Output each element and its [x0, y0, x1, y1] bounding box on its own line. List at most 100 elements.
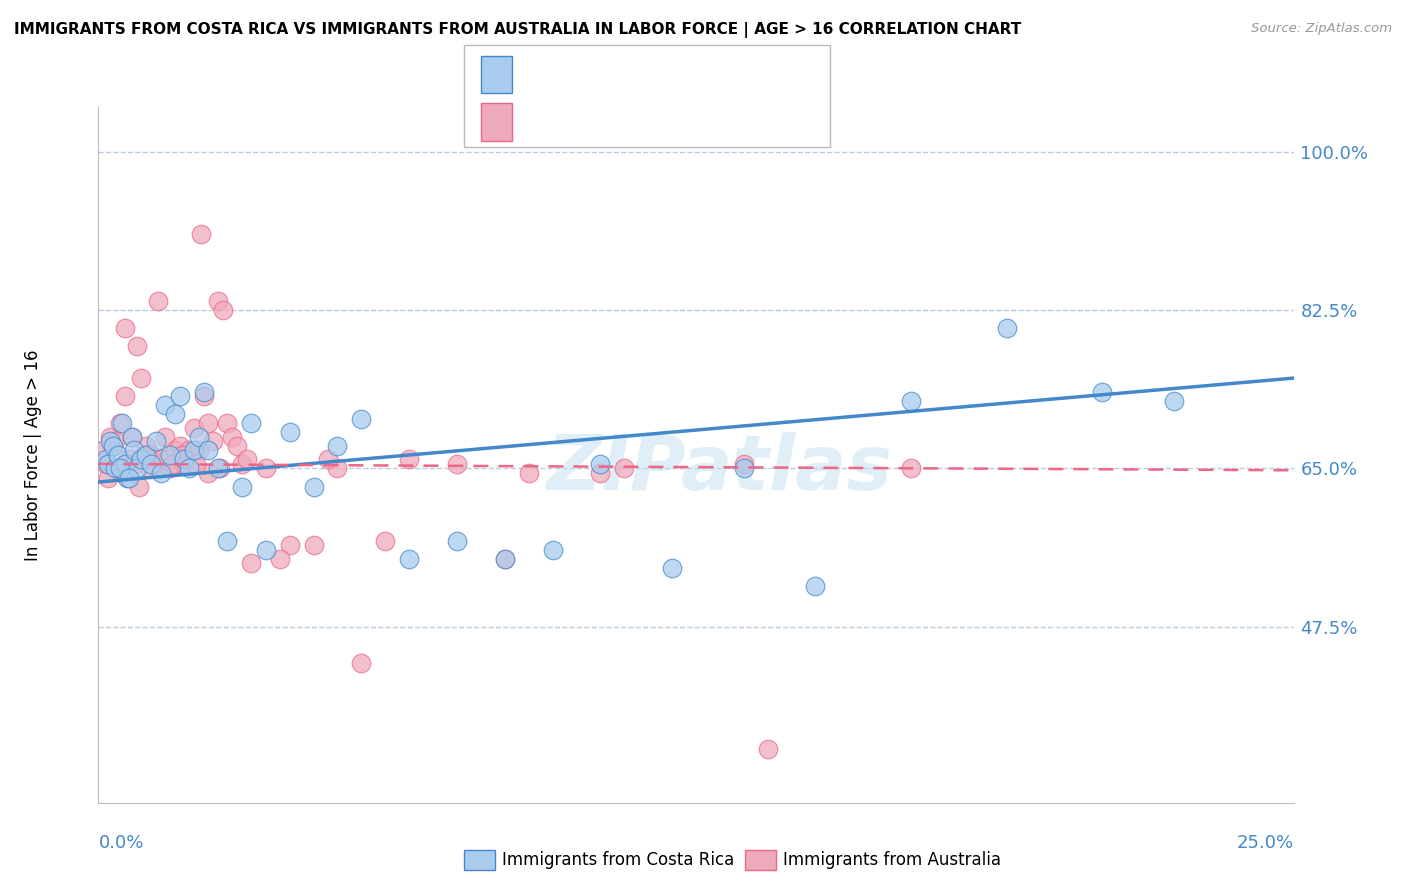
Point: [124, 443, 146, 458]
Point: [183, 421, 205, 435]
Point: [94, 452, 117, 467]
Point: [589, 457, 612, 471]
Point: [104, 461, 127, 475]
Point: [125, 461, 148, 475]
Point: [193, 389, 215, 403]
Point: [269, 551, 291, 566]
Point: [278, 538, 301, 552]
Text: Source: ZipAtlas.com: Source: ZipAtlas.com: [1251, 22, 1392, 36]
Point: [173, 452, 195, 467]
Point: [756, 741, 779, 756]
Point: [494, 551, 516, 566]
Point: [128, 479, 150, 493]
Text: Immigrants from Costa Rica: Immigrants from Costa Rica: [502, 851, 734, 869]
Point: [240, 417, 263, 431]
Point: [132, 448, 155, 462]
Point: [91, 443, 114, 458]
Point: [169, 389, 191, 403]
Point: [145, 457, 167, 471]
Point: [197, 417, 219, 431]
Point: [179, 461, 201, 475]
Point: [190, 227, 212, 241]
Point: [101, 439, 124, 453]
Point: [804, 579, 827, 593]
Text: 25.0%: 25.0%: [1236, 834, 1294, 852]
Point: [115, 457, 138, 471]
Point: [155, 398, 177, 412]
Point: [111, 466, 134, 480]
Point: [173, 457, 195, 471]
Point: [186, 457, 208, 471]
Point: [446, 533, 468, 548]
Point: [183, 443, 205, 458]
Point: [197, 466, 219, 480]
Text: 50: 50: [669, 66, 695, 84]
Point: [172, 448, 194, 462]
Point: [163, 407, 186, 421]
Point: [114, 321, 136, 335]
Point: [231, 457, 253, 471]
Text: ZIPatlas: ZIPatlas: [547, 432, 893, 506]
Point: [900, 461, 922, 475]
Point: [226, 439, 249, 453]
Text: 68: 68: [669, 113, 695, 131]
Text: 0.0%: 0.0%: [98, 834, 143, 852]
Point: [115, 470, 138, 484]
Point: [149, 452, 172, 467]
Point: [207, 461, 229, 475]
Point: [125, 339, 148, 353]
Point: [661, 561, 683, 575]
Point: [111, 417, 134, 431]
Point: [207, 294, 229, 309]
Point: [97, 457, 120, 471]
Point: [108, 417, 131, 431]
Point: [169, 439, 191, 453]
Point: [107, 461, 129, 475]
Point: [131, 452, 153, 467]
Text: IMMIGRANTS FROM COSTA RICA VS IMMIGRANTS FROM AUSTRALIA IN LABOR FORCE | AGE > 1: IMMIGRANTS FROM COSTA RICA VS IMMIGRANTS…: [14, 22, 1021, 38]
Point: [121, 430, 143, 444]
Point: [197, 443, 219, 458]
Point: [398, 452, 420, 467]
Point: [94, 457, 117, 471]
Text: N =: N =: [631, 113, 662, 131]
Point: [135, 439, 157, 453]
Point: [217, 533, 239, 548]
Point: [97, 470, 120, 484]
Text: R =: R =: [523, 113, 554, 131]
Point: [187, 430, 209, 444]
Point: [211, 303, 233, 318]
Point: [350, 656, 373, 670]
Point: [115, 457, 138, 471]
Point: [139, 448, 162, 462]
Point: [235, 452, 257, 467]
Point: [202, 434, 225, 449]
Point: [316, 452, 339, 467]
Point: [163, 443, 186, 458]
Point: [131, 371, 153, 385]
Point: [121, 430, 143, 444]
Point: [302, 479, 325, 493]
Text: R =: R =: [523, 66, 554, 84]
Text: Immigrants from Australia: Immigrants from Australia: [783, 851, 1001, 869]
Point: [193, 384, 215, 399]
Text: 0.208: 0.208: [558, 66, 616, 84]
Point: [155, 430, 177, 444]
Point: [231, 479, 253, 493]
Point: [114, 389, 136, 403]
Point: [101, 439, 124, 453]
Point: [145, 434, 167, 449]
Point: [1163, 393, 1185, 408]
Point: [138, 461, 160, 475]
Point: [254, 461, 277, 475]
Point: [108, 461, 131, 475]
Point: [149, 466, 172, 480]
Point: [98, 434, 122, 449]
Point: [159, 448, 181, 462]
Point: [240, 557, 263, 571]
Point: [107, 448, 129, 462]
Point: [326, 461, 349, 475]
Point: [278, 425, 301, 440]
Text: N =: N =: [631, 66, 662, 84]
Point: [139, 457, 162, 471]
